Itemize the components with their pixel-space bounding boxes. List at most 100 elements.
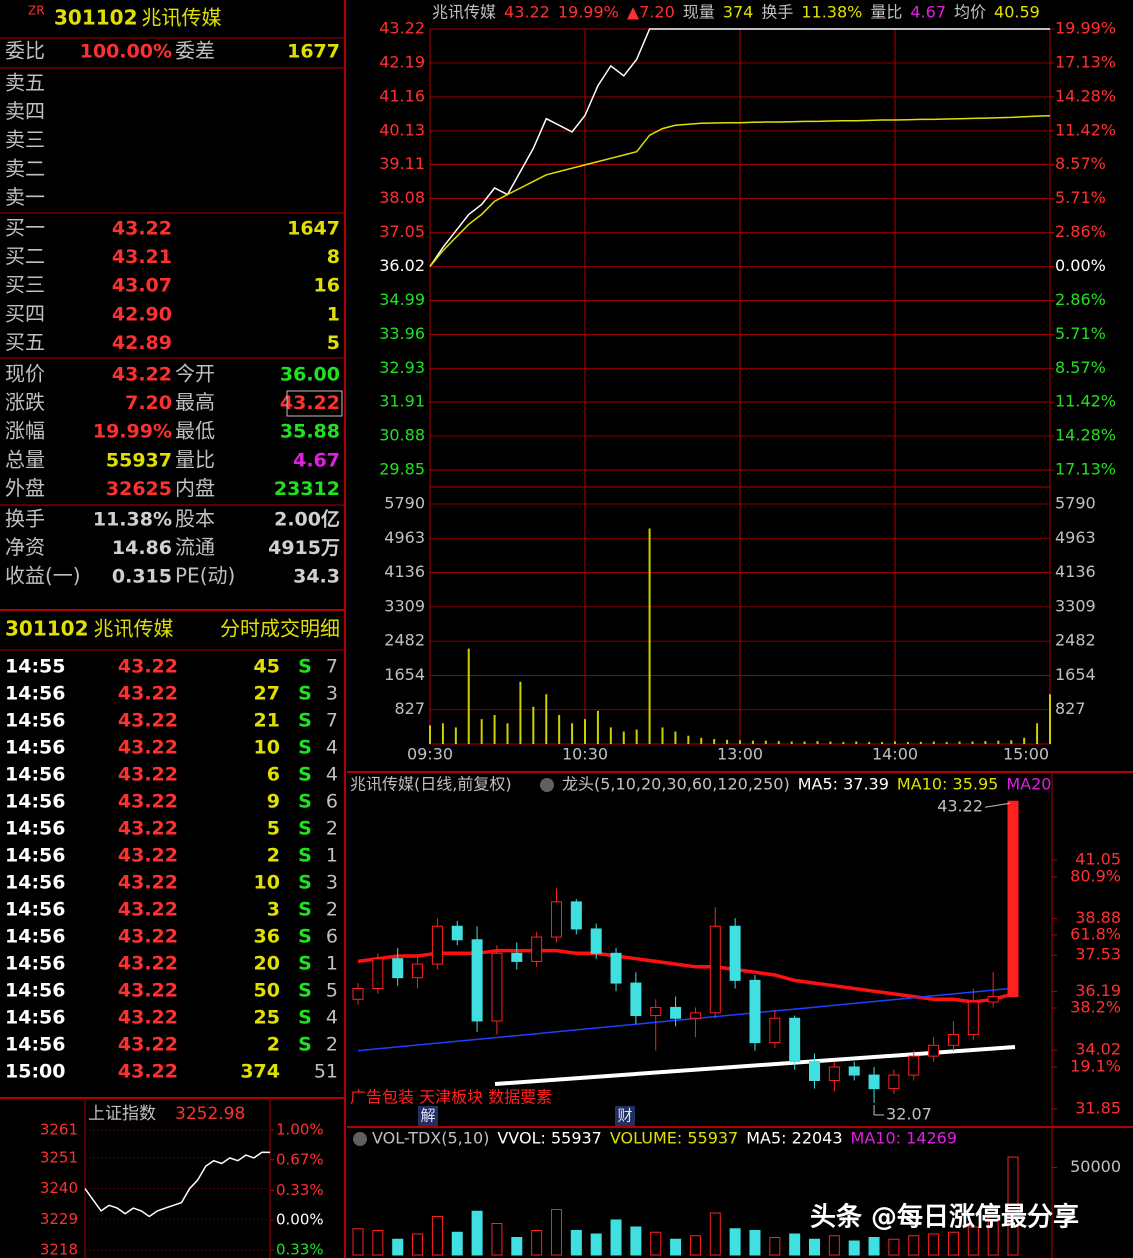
candle-body [828,1066,840,1081]
y-tick-label: 41.16 [379,86,425,105]
y-tick-label: 39.11 [379,154,425,173]
index-title: 上证指数 [88,1104,156,1124]
trade-count: 2 [326,818,338,840]
bid-volume: 8 [327,246,340,268]
bid-price: 43.07 [112,275,172,297]
volume-bar [392,1238,404,1256]
volume-bar [987,1216,999,1256]
candle-body [392,958,404,979]
volume-bar [491,1223,503,1256]
header-item: MA20 [1006,775,1051,794]
header-item: MA10: 35.95 [897,775,998,794]
candle-body [868,1074,880,1090]
volume-bar [352,1228,364,1256]
volume-bar [769,1237,781,1256]
y-tick-label: 3251 [40,1148,78,1166]
price-line [429,28,1050,267]
candle-body [491,952,503,1022]
field-value: 19.99% [93,421,172,443]
trade-price: 43.22 [118,872,178,894]
field-value: 43.22 [280,392,340,414]
header-item: VOL-TDX(5,10) [372,1129,489,1148]
fib-tick-label: 80.9% [1070,866,1121,885]
concept-tags: 广告包装 天津板块 数据要素 [350,1088,552,1107]
candle-body [729,925,741,981]
trade-time: 14:56 [5,737,65,759]
candle-body [531,936,543,962]
dropdown-icon [540,778,554,792]
header-item: 43.22 [504,3,550,22]
candle-body [431,925,443,965]
y2-tick-label: 2.86% [1055,222,1106,241]
trade-side: S [298,710,312,732]
x-tick-label: 15:00 [1003,745,1049,764]
header-item: VVOL: 55937 [497,1129,602,1148]
header-item: 374 [723,3,754,22]
field-value: 34.3 [293,566,340,588]
volume-bar [372,1230,384,1256]
volume-tick-label: 827 [394,699,425,718]
field-label: 委比 [5,39,45,63]
trade-volume: 6 [267,764,280,786]
trade-price: 43.22 [118,845,178,867]
trade-side: S [298,899,312,921]
ask-label: 卖二 [5,156,45,180]
candle-body [987,996,999,1003]
y-tick-label: 32.93 [379,358,425,377]
header-item: 19.99% [558,3,619,22]
index-last: 3252.98 [175,1104,245,1124]
index-line [84,1151,271,1218]
y2-tick-label: 0.67% [276,1150,324,1168]
y-tick-label: 38.08 [379,188,425,207]
y-tick-label: 30.88 [379,426,425,445]
trade-side: S [298,764,312,786]
trade-volume: 3 [267,899,280,921]
field-value: 23312 [274,478,340,500]
volume-tick-label: 2482 [384,631,425,650]
volume-bar [650,1231,662,1256]
header-item: 均价 [954,3,986,22]
trade-price: 43.22 [118,737,178,759]
trade-volume: 374 [240,1061,280,1083]
candle-body [550,901,562,938]
high-box [286,390,343,417]
y-tick-label: 37.53 [1075,945,1121,964]
field-label: 最高 [175,390,215,414]
volume-bar [630,1226,642,1256]
field-label: 换手 [5,507,45,531]
volume-bar [1007,1156,1019,1256]
trade-volume: 9 [267,791,280,813]
candle-body [372,958,384,989]
field-label: 今开 [175,362,215,386]
volume-bar [670,1238,682,1256]
trade-volume: 27 [254,683,280,705]
y-tick-label: 3240 [40,1179,78,1197]
volume-bar [947,1231,959,1256]
trade-volume: 2 [267,1034,280,1056]
header-item: 现量 [683,3,715,22]
x-tick-label: 14:00 [872,745,918,764]
trade-price: 43.22 [118,926,178,948]
trade-count: 5 [326,980,338,1002]
volume-bar [511,1237,523,1256]
volume-bar [967,1226,979,1256]
trade-volume: 10 [254,872,280,894]
field-value: 1677 [287,41,340,63]
trade-count: 7 [326,710,338,732]
volume-bar [749,1230,761,1256]
candle-body [412,963,424,979]
moving-average [357,987,1014,1052]
volume-bar [928,1233,940,1256]
trade-time: 15:00 [5,1061,65,1083]
y-tick-label: 37.05 [379,222,425,241]
header-item: 换手 [761,3,793,22]
y-tick-label: 3218 [40,1241,78,1258]
ask-label: 卖三 [5,128,45,152]
y2-tick-label: 19.99% [1055,19,1116,38]
volume-bar [709,1212,721,1256]
trade-time: 14:56 [5,899,65,921]
volume-bar [848,1240,860,1256]
y-tick-label: 29.85 [379,460,425,479]
average-line [429,114,1051,267]
